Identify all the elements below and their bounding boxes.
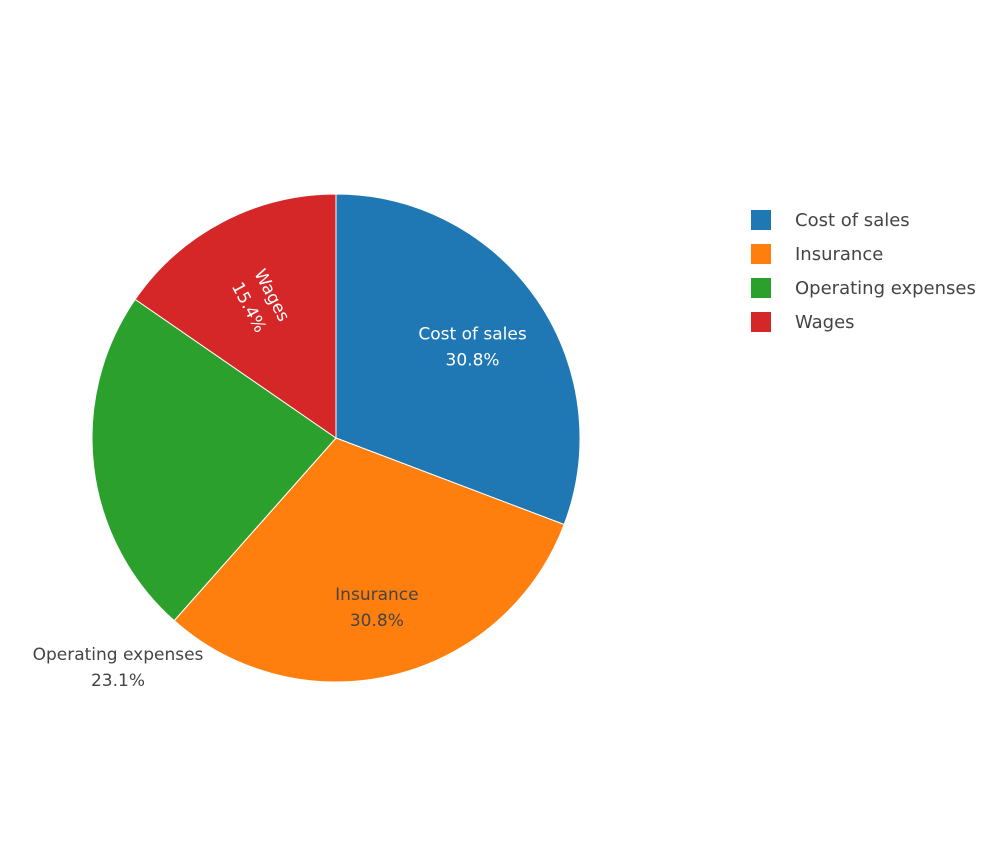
pie-label-cost-of-sales: Cost of sales 30.8%: [418, 325, 526, 371]
legend-item-wages[interactable]: Wages: [751, 312, 855, 333]
pie-slice-insurance[interactable]: [173, 437, 565, 683]
legend-item-cost-of-sales[interactable]: Cost of sales: [751, 210, 910, 231]
legend: Cost of sales Insurance Operating expenses…: [751, 210, 976, 333]
legend-swatch-insurance: [751, 244, 771, 264]
legend-swatch-operating-expenses: [751, 278, 771, 298]
pie-slices: [91, 193, 581, 683]
legend-label-operating-expenses: Operating expenses: [795, 278, 976, 299]
pie-slice-operating-expenses[interactable]: [91, 298, 337, 622]
legend-item-insurance[interactable]: Insurance: [751, 244, 883, 265]
legend-label-wages: Wages: [795, 312, 855, 333]
legend-item-operating-expenses[interactable]: Operating expenses: [751, 278, 976, 299]
pie-slice-cost-of-sales[interactable]: [335, 193, 581, 526]
legend-swatch-cost-of-sales: [751, 210, 771, 230]
legend-swatch-wages: [751, 312, 771, 332]
legend-label-insurance: Insurance: [795, 244, 883, 265]
pie-slice-wages[interactable]: [134, 193, 337, 439]
pie-label-insurance: Insurance 30.8%: [335, 585, 418, 631]
pie-label-operating-expenses: Operating expenses 23.1%: [33, 645, 204, 691]
legend-label-cost-of-sales: Cost of sales: [795, 210, 910, 231]
